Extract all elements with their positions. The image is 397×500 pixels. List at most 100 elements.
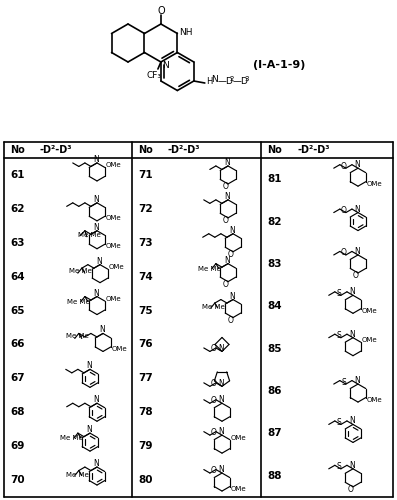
Text: N: N [224, 256, 230, 264]
Text: 78: 78 [138, 407, 152, 417]
Text: 88: 88 [267, 471, 281, 481]
Text: N: N [93, 395, 99, 404]
Text: 3: 3 [245, 76, 249, 82]
Text: 61: 61 [10, 170, 25, 180]
Text: N: N [354, 160, 360, 169]
Text: O: O [211, 396, 217, 405]
Text: OMe: OMe [106, 296, 121, 302]
Text: Me Me: Me Me [66, 334, 89, 340]
Text: 84: 84 [267, 302, 281, 312]
Text: NH: NH [179, 28, 193, 37]
Text: 64: 64 [10, 272, 25, 281]
Text: N: N [86, 425, 92, 434]
Text: 74: 74 [138, 272, 153, 281]
Text: Me Me: Me Me [60, 435, 82, 441]
Text: 79: 79 [138, 441, 152, 451]
Text: —D: —D [233, 78, 249, 86]
Text: S: S [337, 418, 341, 427]
Text: 73: 73 [138, 238, 152, 248]
Text: 69: 69 [10, 441, 24, 451]
Text: OMe: OMe [106, 162, 121, 168]
Text: O: O [211, 428, 217, 437]
Text: N: N [218, 465, 224, 474]
Text: O: O [341, 248, 347, 258]
Text: N: N [86, 362, 92, 370]
Text: O: O [157, 6, 165, 16]
Text: N: N [218, 379, 224, 388]
Text: O: O [223, 280, 229, 289]
Text: OMe: OMe [112, 346, 127, 352]
Text: -D²-D³: -D²-D³ [40, 145, 73, 155]
Text: N: N [96, 256, 102, 266]
Text: 63: 63 [10, 238, 25, 248]
Text: 75: 75 [138, 306, 152, 316]
Text: S: S [337, 462, 341, 471]
Text: O: O [353, 272, 359, 280]
Text: Me Me: Me Me [78, 232, 100, 238]
Text: OMe: OMe [106, 216, 121, 222]
Text: O: O [211, 380, 217, 388]
Text: OMe: OMe [362, 308, 378, 314]
Text: O: O [211, 344, 217, 354]
Text: No: No [138, 145, 153, 155]
Text: OMe: OMe [231, 434, 247, 440]
Text: O: O [341, 162, 347, 170]
Text: Me Me: Me Me [67, 298, 89, 304]
Text: N: N [99, 326, 105, 334]
Text: 80: 80 [138, 475, 152, 485]
Text: 62: 62 [10, 204, 25, 214]
Text: OMe: OMe [231, 486, 247, 492]
Text: 68: 68 [10, 407, 25, 417]
Text: 83: 83 [267, 259, 281, 269]
Text: N: N [93, 223, 99, 232]
Text: N: N [162, 62, 169, 70]
Text: O: O [228, 316, 234, 325]
Text: -D²-D³: -D²-D³ [168, 145, 200, 155]
Text: N: N [218, 395, 224, 404]
Text: 76: 76 [138, 340, 152, 349]
Text: O: O [348, 486, 354, 494]
Text: 87: 87 [267, 428, 281, 438]
Text: N: N [218, 344, 224, 353]
Text: N: N [224, 158, 230, 167]
Text: OMe: OMe [106, 244, 121, 249]
Text: S: S [337, 331, 341, 340]
Text: N: N [218, 427, 224, 436]
Text: -D²-D³: -D²-D³ [298, 145, 330, 155]
Text: O: O [223, 216, 229, 226]
Text: N: N [349, 330, 355, 338]
Text: 81: 81 [267, 174, 281, 184]
Text: 2: 2 [230, 76, 234, 82]
Text: N: N [349, 416, 355, 426]
Text: N: N [93, 195, 99, 204]
Text: OMe: OMe [362, 337, 378, 343]
Text: N: N [354, 247, 360, 256]
Text: 86: 86 [267, 386, 281, 396]
Text: N: N [229, 226, 235, 235]
Text: O: O [211, 466, 217, 475]
Text: O: O [341, 206, 347, 215]
Text: N: N [354, 376, 360, 385]
Text: Me Me: Me Me [66, 472, 89, 478]
Text: OMe: OMe [367, 396, 382, 402]
Text: H: H [206, 78, 212, 86]
Text: N: N [93, 459, 99, 468]
Text: N: N [211, 76, 218, 84]
Text: (I-A-1-9): (I-A-1-9) [253, 60, 305, 70]
Text: 85: 85 [267, 344, 281, 353]
Text: N: N [93, 155, 99, 164]
Text: OMe: OMe [367, 180, 382, 186]
Text: Me Me: Me Me [202, 304, 225, 310]
Text: N: N [349, 288, 355, 296]
Text: 77: 77 [138, 374, 153, 384]
Text: OMe: OMe [109, 264, 124, 270]
Text: 71: 71 [138, 170, 152, 180]
Text: O: O [228, 250, 234, 259]
Text: CF₃: CF₃ [146, 70, 162, 80]
Text: No: No [10, 145, 25, 155]
Text: N: N [354, 204, 360, 214]
Text: 72: 72 [138, 204, 152, 214]
Text: 65: 65 [10, 306, 25, 316]
Text: O: O [223, 182, 229, 192]
Text: N: N [349, 461, 355, 470]
